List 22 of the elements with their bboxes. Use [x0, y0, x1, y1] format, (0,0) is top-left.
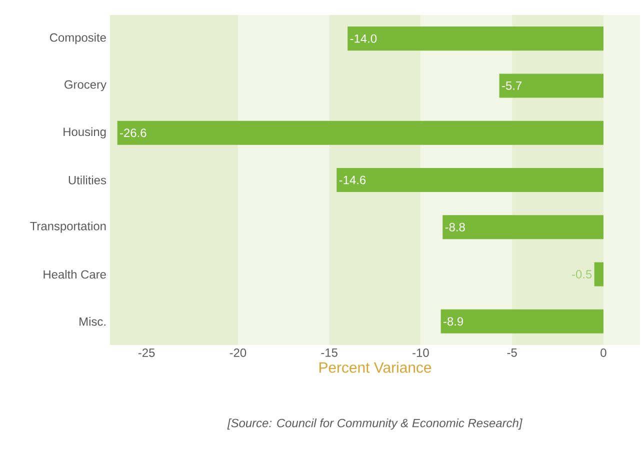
x-tick-label: -20 — [230, 348, 246, 357]
data-label: -5.7 — [502, 82, 522, 90]
data-label: -8.9 — [444, 317, 464, 326]
data-label: -0.5 — [572, 270, 592, 278]
text: [Source: Council for Community & Economic Research] — [227, 418, 522, 430]
y-tick-label: Grocery — [64, 80, 106, 92]
y-tick-label: Transportation — [30, 222, 106, 233]
x-tick-label: -25 — [138, 348, 155, 357]
x-tick-label: 0 — [600, 348, 606, 357]
x-tick-label: -10 — [412, 348, 429, 357]
data-label: -8.8 — [445, 222, 465, 232]
y-tick-label: Composite — [50, 33, 106, 44]
data-label: -14.6 — [339, 176, 366, 184]
y-tick-label: Housing — [64, 127, 106, 138]
y-tick-label: Utilities — [68, 176, 106, 184]
data-label: -14.0 — [350, 34, 377, 43]
y-tick-label: Misc. — [80, 317, 106, 326]
x-tick-label: -15 — [321, 348, 338, 357]
data-label: -26.6 — [120, 128, 146, 138]
x-axis-title: Percent Variance — [319, 362, 432, 373]
y-tick-label: Health Care — [44, 270, 106, 279]
x-tick-label: -5 — [507, 348, 517, 357]
